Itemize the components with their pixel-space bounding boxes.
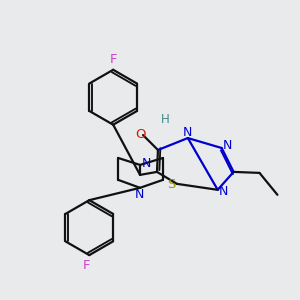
Text: N: N: [135, 188, 144, 201]
Text: N: N: [182, 126, 192, 139]
Text: N: N: [218, 185, 228, 198]
Text: N: N: [142, 157, 151, 170]
Text: S: S: [167, 178, 175, 191]
Text: F: F: [110, 53, 117, 66]
Text: O: O: [135, 128, 146, 141]
Text: F: F: [82, 259, 90, 272]
Text: N: N: [222, 139, 232, 152]
Text: H: H: [161, 113, 170, 126]
